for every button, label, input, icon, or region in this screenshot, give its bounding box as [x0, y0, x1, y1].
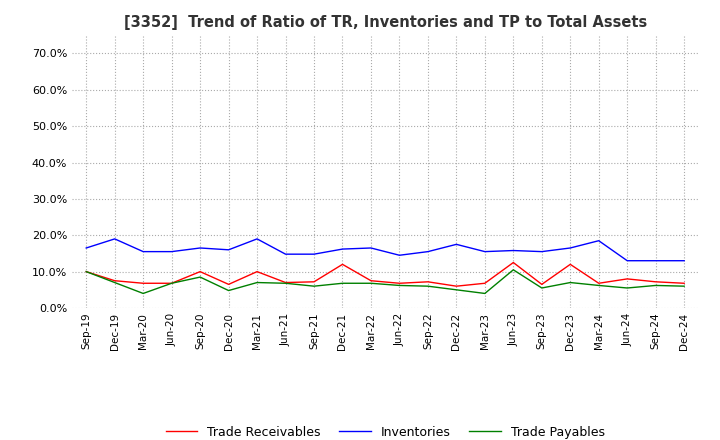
Inventories	[282, 252, 290, 257]
Inventories	[110, 236, 119, 242]
Trade Receivables	[537, 282, 546, 287]
Title: [3352]  Trend of Ratio of TR, Inventories and TP to Total Assets: [3352] Trend of Ratio of TR, Inventories…	[124, 15, 647, 30]
Trade Receivables	[595, 281, 603, 286]
Inventories	[139, 249, 148, 254]
Inventories	[595, 238, 603, 243]
Inventories	[310, 252, 318, 257]
Inventories	[452, 242, 461, 247]
Inventories	[480, 249, 489, 254]
Trade Receivables	[110, 278, 119, 283]
Trade Payables	[623, 286, 631, 291]
Trade Payables	[366, 281, 375, 286]
Trade Receivables	[452, 283, 461, 289]
Trade Receivables	[423, 279, 432, 284]
Line: Trade Receivables: Trade Receivables	[86, 263, 684, 286]
Trade Receivables	[310, 279, 318, 284]
Line: Trade Payables: Trade Payables	[86, 270, 684, 293]
Trade Receivables	[652, 279, 660, 284]
Trade Receivables	[196, 269, 204, 274]
Inventories	[167, 249, 176, 254]
Trade Payables	[537, 286, 546, 291]
Trade Receivables	[167, 281, 176, 286]
Inventories	[566, 246, 575, 251]
Trade Receivables	[623, 276, 631, 282]
Trade Payables	[338, 281, 347, 286]
Trade Payables	[652, 283, 660, 288]
Trade Receivables	[253, 269, 261, 274]
Trade Payables	[82, 269, 91, 274]
Inventories	[623, 258, 631, 264]
Trade Receivables	[566, 262, 575, 267]
Trade Receivables	[139, 281, 148, 286]
Trade Payables	[196, 275, 204, 280]
Inventories	[253, 236, 261, 242]
Inventories	[225, 247, 233, 253]
Trade Receivables	[680, 281, 688, 286]
Trade Payables	[282, 281, 290, 286]
Trade Payables	[310, 283, 318, 289]
Trade Receivables	[338, 262, 347, 267]
Legend: Trade Receivables, Inventories, Trade Payables: Trade Receivables, Inventories, Trade Pa…	[161, 421, 610, 440]
Trade Payables	[452, 287, 461, 293]
Inventories	[509, 248, 518, 253]
Inventories	[82, 246, 91, 251]
Trade Payables	[110, 280, 119, 285]
Trade Payables	[509, 267, 518, 272]
Trade Receivables	[82, 269, 91, 274]
Inventories	[652, 258, 660, 264]
Inventories	[395, 253, 404, 258]
Trade Receivables	[509, 260, 518, 265]
Inventories	[680, 258, 688, 264]
Inventories	[537, 249, 546, 254]
Inventories	[366, 246, 375, 251]
Trade Payables	[480, 291, 489, 296]
Trade Payables	[139, 291, 148, 296]
Line: Inventories: Inventories	[86, 239, 684, 261]
Trade Payables	[566, 280, 575, 285]
Trade Payables	[423, 283, 432, 289]
Trade Receivables	[366, 278, 375, 283]
Trade Receivables	[225, 282, 233, 287]
Trade Payables	[167, 281, 176, 286]
Inventories	[423, 249, 432, 254]
Trade Payables	[253, 280, 261, 285]
Trade Receivables	[395, 281, 404, 286]
Trade Payables	[680, 283, 688, 289]
Inventories	[338, 246, 347, 252]
Inventories	[196, 246, 204, 251]
Trade Payables	[595, 283, 603, 288]
Trade Payables	[395, 283, 404, 288]
Trade Receivables	[480, 281, 489, 286]
Trade Receivables	[282, 280, 290, 285]
Trade Payables	[225, 288, 233, 293]
